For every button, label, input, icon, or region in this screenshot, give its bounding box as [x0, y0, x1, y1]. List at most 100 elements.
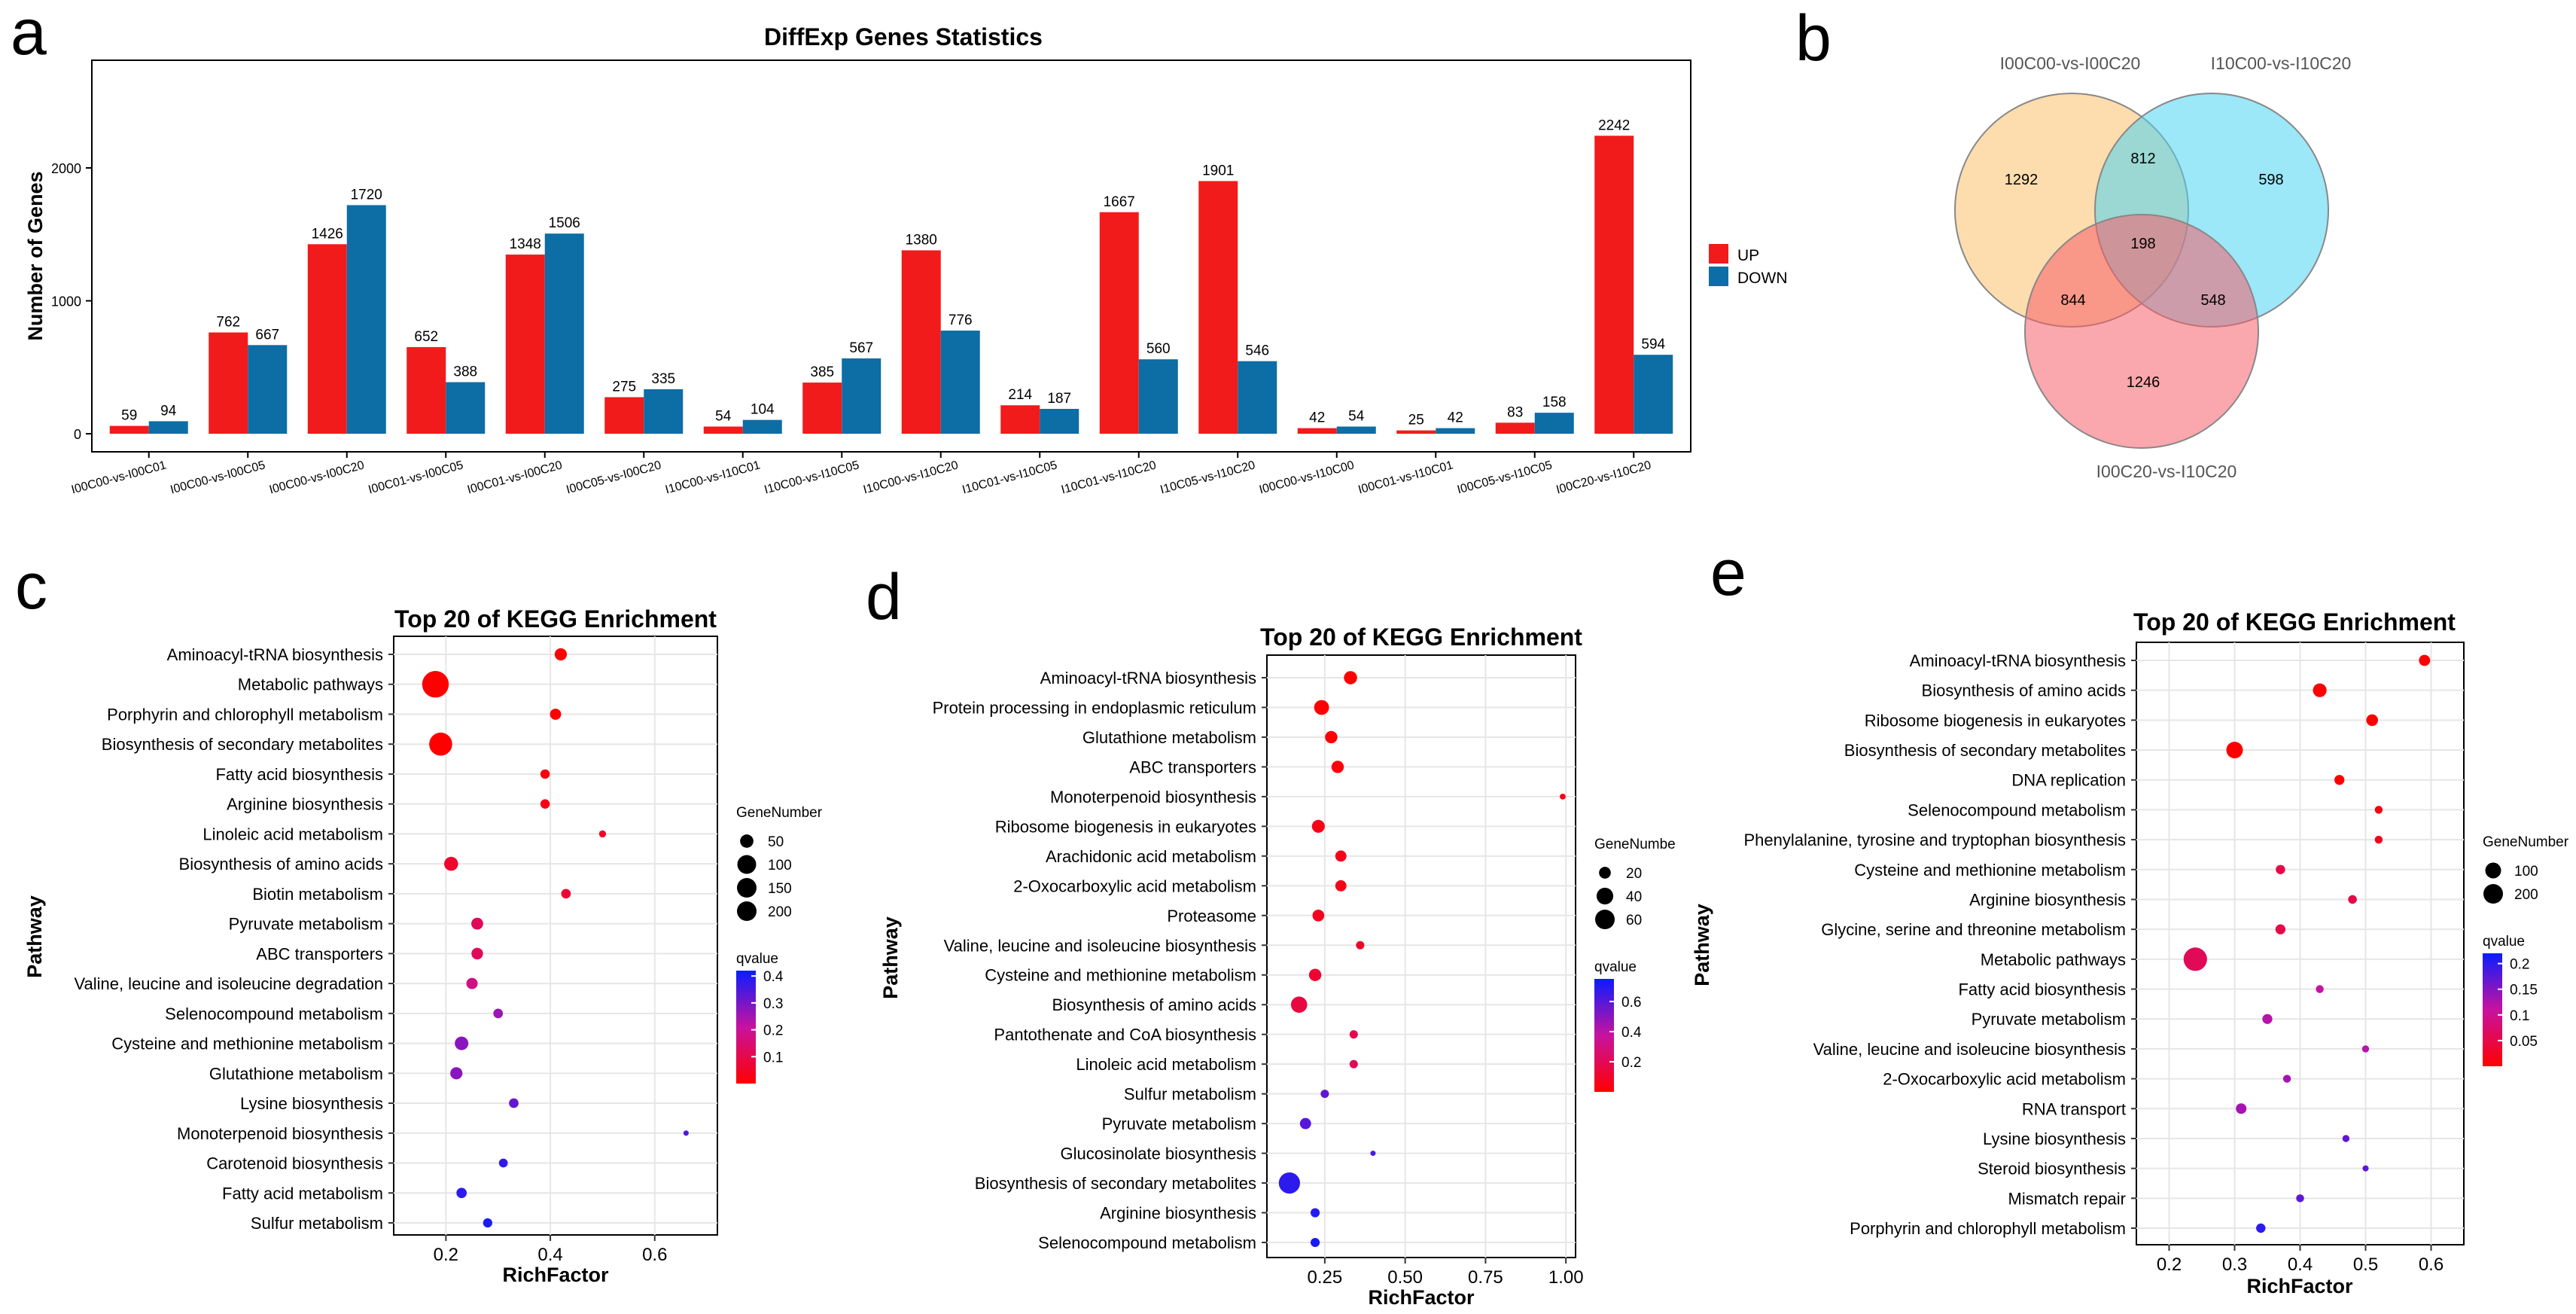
- color-legend-label: 0.4: [1621, 1025, 1642, 1041]
- bar-value-label: 94: [160, 403, 177, 419]
- x-tick-label: 0.3: [2222, 1255, 2247, 1275]
- bar-legend: UP DOWN: [1709, 244, 1788, 287]
- bar-value-label: 59: [121, 408, 137, 424]
- pathway-label: Valine, leucine and isoleucine biosynthe…: [1813, 1040, 2126, 1059]
- bar-down: [1534, 413, 1574, 434]
- pathway-point: [493, 1008, 504, 1019]
- pathway-point: [509, 1098, 519, 1108]
- bar-up: [307, 244, 347, 434]
- bar-value-label: 560: [1146, 341, 1171, 357]
- pathway-label: Biosynthesis of secondary metabolites: [102, 735, 383, 754]
- pathway-point: [429, 732, 452, 756]
- x-tick-label: 0.4: [2288, 1255, 2313, 1275]
- kegg-c-title: Top 20 of KEGG Enrichment: [394, 605, 717, 633]
- bar-down: [248, 345, 288, 434]
- pathway-label: Porphyrin and chlorophyll metabolism: [1850, 1219, 2126, 1238]
- bar-value-label: 652: [414, 329, 438, 345]
- bar-down: [742, 419, 782, 434]
- kegg-d-title: Top 20 of KEGG Enrichment: [1260, 623, 1582, 651]
- pathway-point: [550, 709, 562, 720]
- pathway-label: Glucosinolate biosynthesis: [1061, 1145, 1256, 1163]
- x-tick-label: I00C00-vs-I10C00: [1258, 459, 1356, 496]
- bar-value-label: 594: [1641, 337, 1665, 352]
- pathway-point: [2374, 835, 2383, 844]
- x-tick-label: I00C01-vs-I00C20: [466, 459, 564, 496]
- pathway-point: [2183, 947, 2207, 971]
- size-legend-dot: [1599, 867, 1611, 879]
- pathway-point: [1299, 1117, 1311, 1130]
- pathway-point: [2348, 895, 2357, 904]
- venn-count-a-only: 1292: [2005, 172, 2039, 188]
- pathway-point: [598, 830, 607, 838]
- bar-value-label: 187: [1047, 391, 1071, 407]
- pathway-point: [1311, 819, 1325, 833]
- pathway-label: Lysine biosynthesis: [240, 1094, 383, 1113]
- pathway-label: Protein processing in endoplasmic reticu…: [933, 698, 1256, 717]
- venn-count-ab: 812: [2130, 151, 2155, 167]
- pathway-label: Biosynthesis of amino acids: [1922, 681, 2126, 700]
- bar-up: [109, 425, 149, 434]
- bar-value-label: 54: [715, 408, 732, 424]
- pathway-point: [683, 1130, 689, 1136]
- bar-value-label: 104: [751, 402, 775, 418]
- bar-up: [1495, 422, 1535, 434]
- bar-value-label: 2242: [1598, 117, 1630, 133]
- color-legend-bar: [736, 971, 756, 1084]
- x-tick-label: I00C01-vs-I10C01: [1357, 459, 1454, 496]
- legend-swatch-up: [1709, 244, 1728, 264]
- bar-value-label: 83: [1507, 404, 1523, 420]
- pathway-label: Aminoacyl-tRNA biosynthesis: [167, 645, 383, 664]
- color-legend-label: 0.1: [2510, 1008, 2529, 1024]
- pathway-point: [1349, 1059, 1358, 1069]
- pathway-label: Biosynthesis of amino acids: [1052, 995, 1256, 1014]
- color-legend-label: 0.2: [2510, 957, 2529, 973]
- pathway-point: [1560, 793, 1566, 800]
- pathway-point: [1335, 850, 1347, 862]
- pathway-point: [561, 889, 571, 899]
- pathway-label: Selenocompound metabolism: [1908, 800, 2126, 819]
- x-tick-label: 0.6: [2419, 1255, 2444, 1275]
- pathway-label: Metabolic pathways: [238, 675, 383, 694]
- bar-down: [1436, 428, 1475, 434]
- bar-down: [940, 331, 980, 434]
- kegg-d-pathway-labels: Aminoacyl-tRNA biosynthesis Protein proce…: [933, 669, 1267, 1252]
- pathway-label: Aminoacyl-tRNA biosynthesis: [1040, 669, 1256, 687]
- pathway-label: Sulfur metabolism: [251, 1214, 383, 1233]
- bar-up: [703, 426, 743, 434]
- kegg-c-legend: GeneNumber 50 100 150 200 qvalue 0.1 0.2 0.3 0.4: [736, 805, 823, 1084]
- kegg-e-pathway-labels: Aminoacyl-tRNA biosynthesis Biosynthesis …: [1743, 651, 2136, 1238]
- pathway-label: Mismatch repair: [2008, 1189, 2126, 1208]
- legend-label-down: DOWN: [1737, 270, 1788, 287]
- kegg-e-grid: [2136, 642, 2464, 1245]
- kegg-d-x-axis: 0.25 0.50 0.75 1.00: [1308, 1258, 1584, 1288]
- size-legend-dot: [1595, 910, 1615, 929]
- x-tick-label: 0.5: [2353, 1255, 2378, 1275]
- legend-swatch-down: [1709, 267, 1728, 286]
- pathway-point: [1311, 1208, 1320, 1218]
- kegg-c-pathway-labels: Aminoacyl-tRNA biosynthesis Metabolic pat…: [74, 645, 394, 1233]
- pathway-label: Phenylalanine, tyrosine and tryptophan b…: [1743, 831, 2126, 849]
- bar-chart: DiffExp Genes Statistics Number of Genes…: [24, 23, 1788, 496]
- pathway-point: [1308, 968, 1322, 981]
- pathway-point: [2374, 806, 2383, 814]
- size-legend-dot: [737, 878, 757, 898]
- y-tick-label: 1000: [51, 294, 81, 309]
- pathway-label: Biosynthesis of secondary metabolites: [975, 1174, 1256, 1193]
- panel-letter-b: b: [1795, 2, 1832, 75]
- pathway-point: [1331, 761, 1344, 773]
- pathway-label: Carotenoid biosynthesis: [206, 1154, 383, 1173]
- size-legend-title: GeneNumber: [2483, 834, 2569, 850]
- pathway-point: [2316, 985, 2324, 993]
- color-legend-label: 0.3: [763, 996, 783, 1012]
- color-legend-label: 0.2: [763, 1023, 783, 1039]
- pathway-point: [2342, 1135, 2350, 1142]
- pathway-point: [2362, 1165, 2369, 1172]
- bar-down: [446, 382, 486, 434]
- pathway-point: [1311, 1237, 1320, 1248]
- pathway-point: [2361, 1045, 2370, 1053]
- pathway-label: Arginine biosynthesis: [227, 795, 383, 814]
- size-legend-dot: [740, 834, 754, 848]
- color-legend-label: 0.2: [1621, 1055, 1641, 1071]
- bar-down: [346, 205, 386, 434]
- pathway-point: [2313, 683, 2327, 697]
